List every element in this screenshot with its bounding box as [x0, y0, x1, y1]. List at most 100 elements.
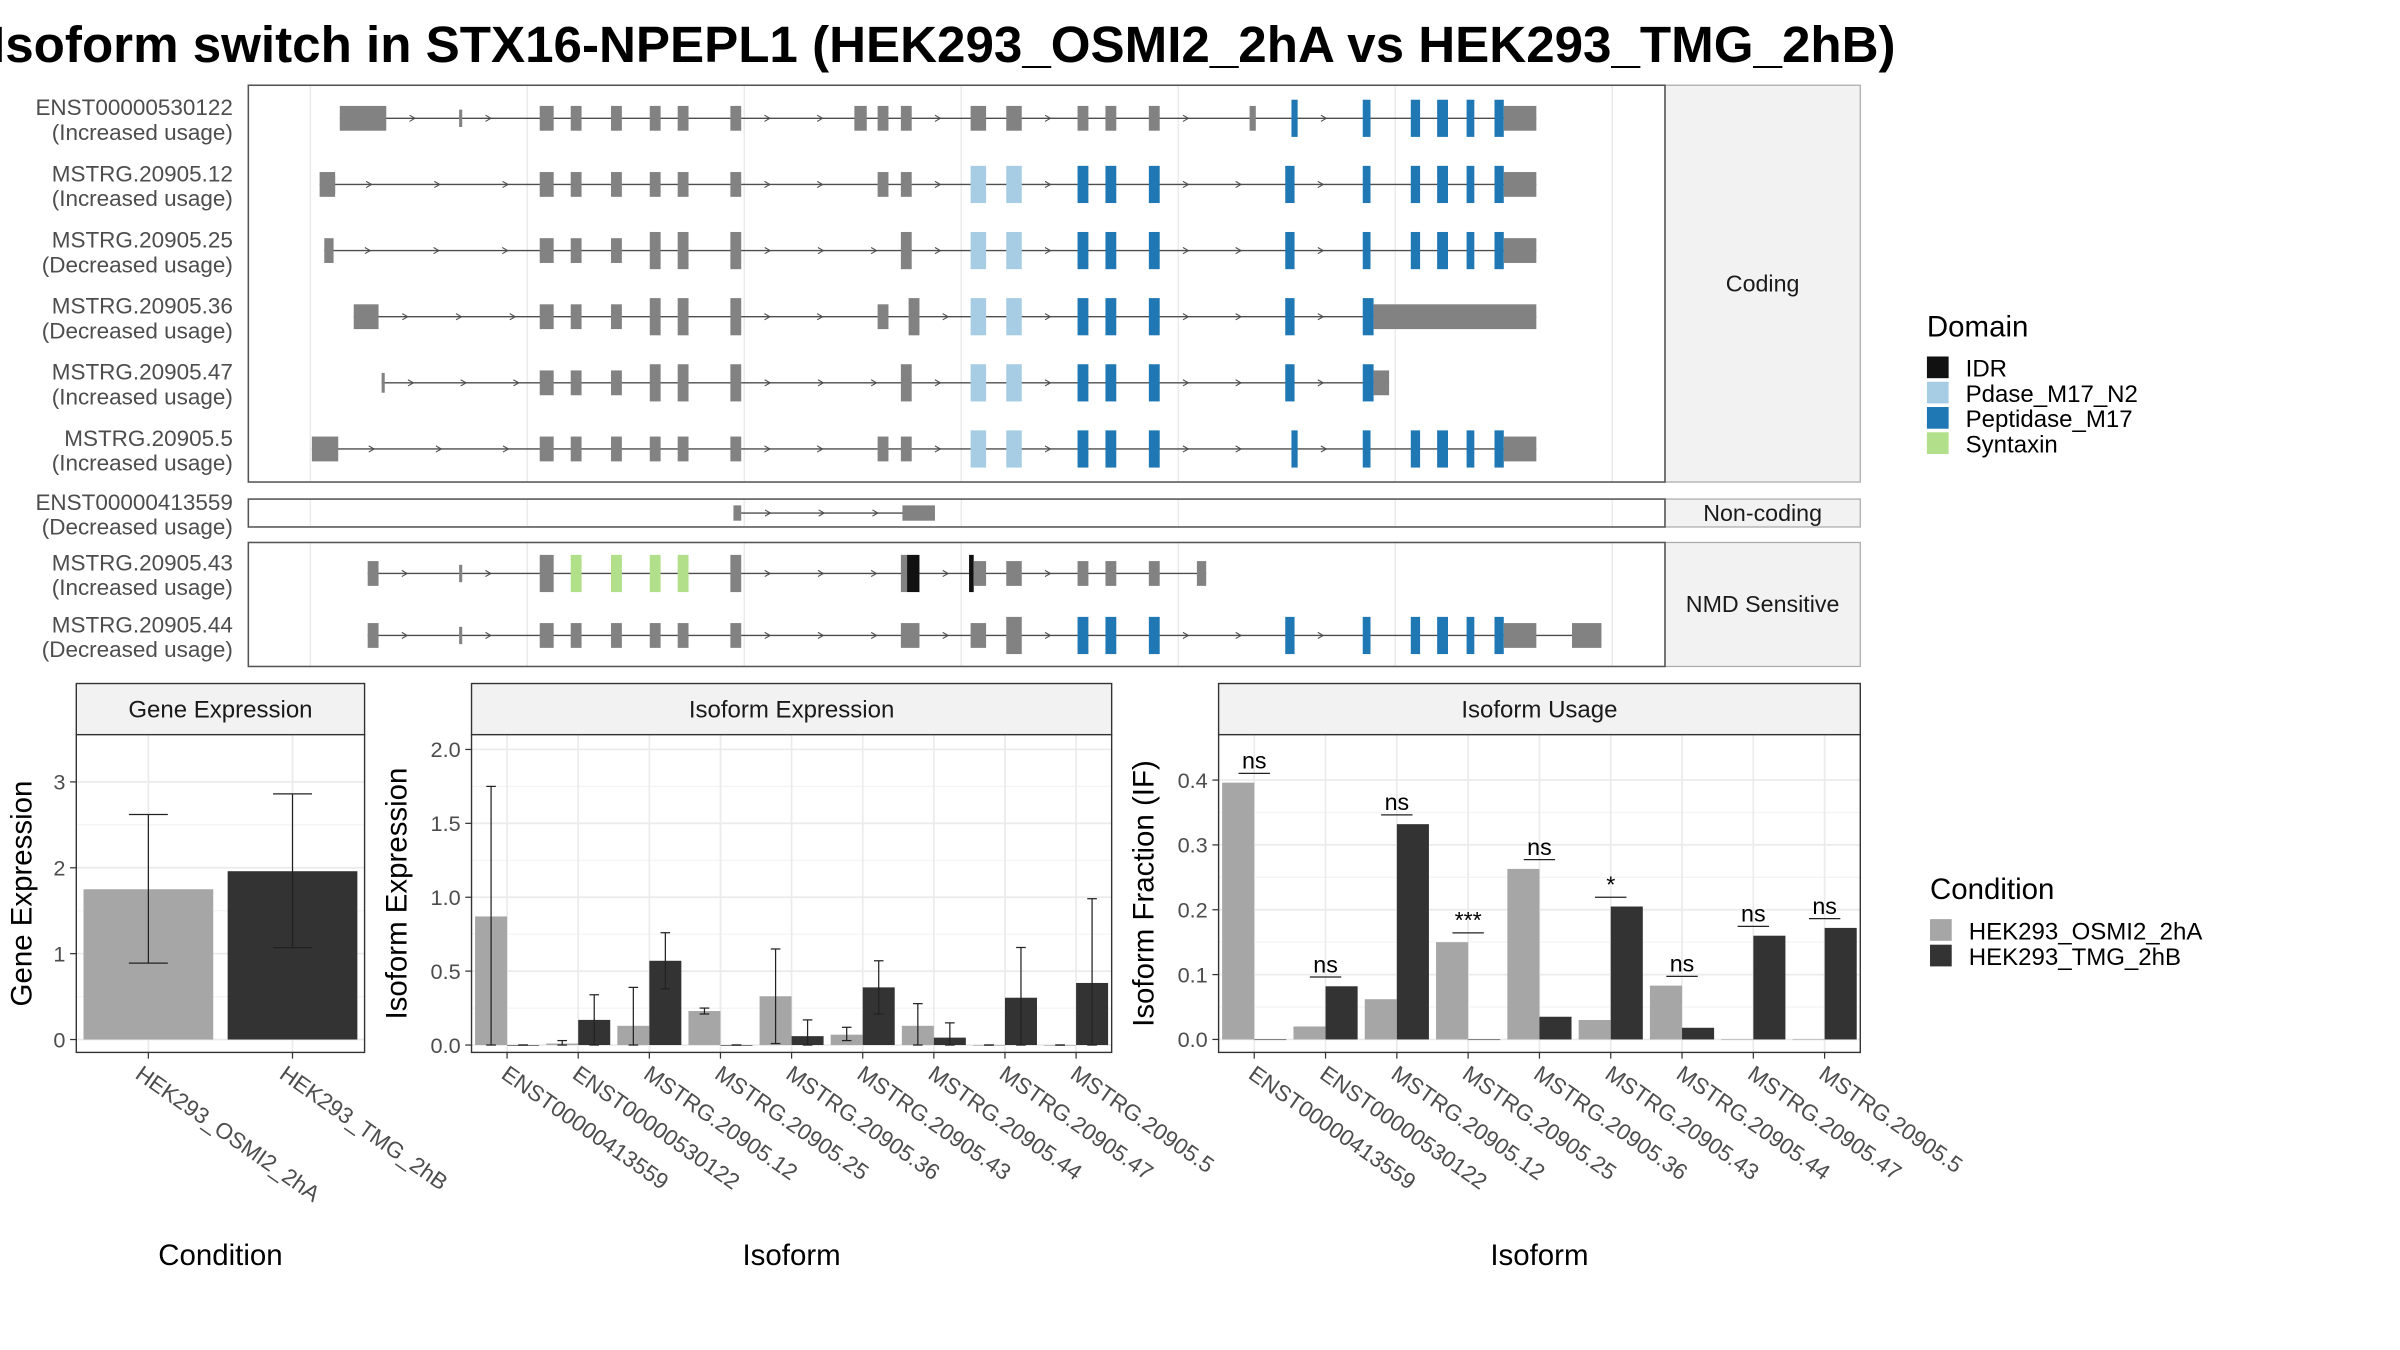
direction-arrow	[872, 509, 879, 517]
domain-peptidase-m17	[1466, 99, 1475, 137]
bar	[1824, 927, 1857, 1040]
bar	[1649, 985, 1683, 1040]
domain-peptidase-m17	[1362, 298, 1374, 336]
domain-peptidase-m17	[1410, 616, 1421, 655]
exon	[900, 364, 912, 402]
direction-arrow	[513, 379, 520, 387]
bar	[1468, 1039, 1501, 1041]
domain-pdase-m17-n2	[970, 430, 987, 468]
domain-peptidase-m17	[1105, 616, 1117, 655]
domain-idr	[969, 554, 974, 593]
significance-label: ns	[1313, 951, 1338, 977]
direction-arrow	[817, 247, 825, 255]
domain-peptidase-m17	[1362, 364, 1374, 402]
exon	[730, 231, 742, 270]
direction-arrow	[501, 247, 509, 255]
y-axis-title: Isoform Expression	[380, 768, 413, 1020]
exon	[570, 370, 582, 396]
panel-title: Isoform Expression	[689, 697, 895, 724]
exon	[539, 238, 554, 263]
y-tick-label: 0.4	[1178, 768, 1208, 793]
direction-arrow	[1320, 114, 1328, 122]
domain-legend-key	[1926, 356, 1949, 379]
transcript-id-label: MSTRG.20905.25	[52, 227, 233, 252]
direction-arrow	[1235, 379, 1243, 387]
domain-peptidase-m17	[1494, 99, 1504, 137]
structure-panel-border	[247, 498, 1666, 528]
domain-peptidase-m17	[1148, 298, 1160, 336]
y-tick-label: 1	[53, 941, 65, 966]
bar	[1507, 868, 1540, 1040]
isoform-usage-panel: Isoform Usage0.00.10.20.30.4nsENST000004…	[1128, 682, 1967, 1272]
exon	[570, 623, 582, 648]
direction-arrow	[1317, 313, 1325, 321]
panel-strip	[1217, 682, 1861, 736]
bar	[1578, 1019, 1611, 1040]
domain-peptidase-m17	[1437, 430, 1448, 468]
domain-peptidase-m17	[1077, 616, 1089, 655]
exon	[677, 623, 689, 648]
transcript-id-label: ENST00000413559	[35, 490, 232, 515]
bar	[1792, 1039, 1825, 1041]
transcript-id-label: MSTRG.20905.12	[52, 161, 233, 186]
y-tick-label: 0.1	[1178, 962, 1208, 987]
x-axis-title: Isoform	[743, 1239, 841, 1272]
direction-arrow	[1044, 180, 1052, 189]
exon	[1373, 370, 1390, 396]
exon	[900, 554, 908, 593]
direction-arrow	[764, 379, 772, 387]
direction-arrow	[817, 631, 825, 640]
y-tick-label: 0	[53, 1027, 65, 1052]
direction-arrow	[1317, 180, 1325, 189]
y-tick-label: 1.0	[431, 885, 461, 910]
direction-arrow	[817, 569, 825, 578]
domain-syntaxin	[677, 554, 689, 593]
domain-peptidase-m17	[1285, 298, 1295, 336]
domain-peptidase-m17	[1466, 231, 1475, 270]
domain-legend: Domain IDRPdase_M17_N2Peptidase_M17Syntax…	[1926, 310, 2138, 458]
exon	[677, 364, 689, 402]
domain-pdase-m17-n2	[970, 298, 987, 336]
exon	[1006, 616, 1022, 655]
structure-panel-border	[247, 84, 1666, 483]
domain-legend-key	[1926, 407, 1949, 429]
exon	[539, 304, 554, 330]
direction-arrow	[455, 313, 463, 321]
exon	[570, 436, 582, 462]
exon	[570, 304, 582, 330]
category-strip	[1664, 541, 1861, 668]
direction-arrow	[942, 313, 950, 321]
exon	[730, 364, 742, 402]
exon	[367, 561, 379, 586]
exon	[908, 298, 920, 336]
panel-title: Gene Expression	[128, 697, 312, 724]
direction-arrow	[401, 631, 409, 640]
domain-peptidase-m17	[1148, 165, 1160, 204]
exon	[677, 298, 689, 336]
direction-arrow	[1320, 445, 1328, 453]
domain-peptidase-m17	[1410, 430, 1421, 468]
direction-arrow	[434, 180, 441, 189]
direction-arrow	[1044, 445, 1052, 453]
bar	[1325, 986, 1358, 1040]
domain-peptidase-m17	[1105, 430, 1117, 468]
direction-arrow	[364, 247, 372, 255]
direction-arrow	[1235, 445, 1243, 453]
direction-arrow	[870, 379, 878, 387]
exon	[611, 105, 622, 131]
y-tick-label: 3	[53, 770, 65, 795]
domain-peptidase-m17	[1285, 616, 1295, 655]
bar	[1610, 906, 1643, 1040]
category-strip-label: Non-coding	[1703, 500, 1822, 526]
exon	[539, 370, 554, 396]
domain-peptidase-m17	[1466, 616, 1475, 655]
direction-arrow	[818, 509, 826, 517]
structure-panel-bg	[248, 499, 1665, 527]
direction-arrow	[1317, 379, 1325, 387]
exon	[649, 436, 661, 462]
direction-arrow	[409, 114, 417, 122]
exon	[649, 298, 661, 336]
domain-peptidase-m17	[1410, 231, 1421, 270]
